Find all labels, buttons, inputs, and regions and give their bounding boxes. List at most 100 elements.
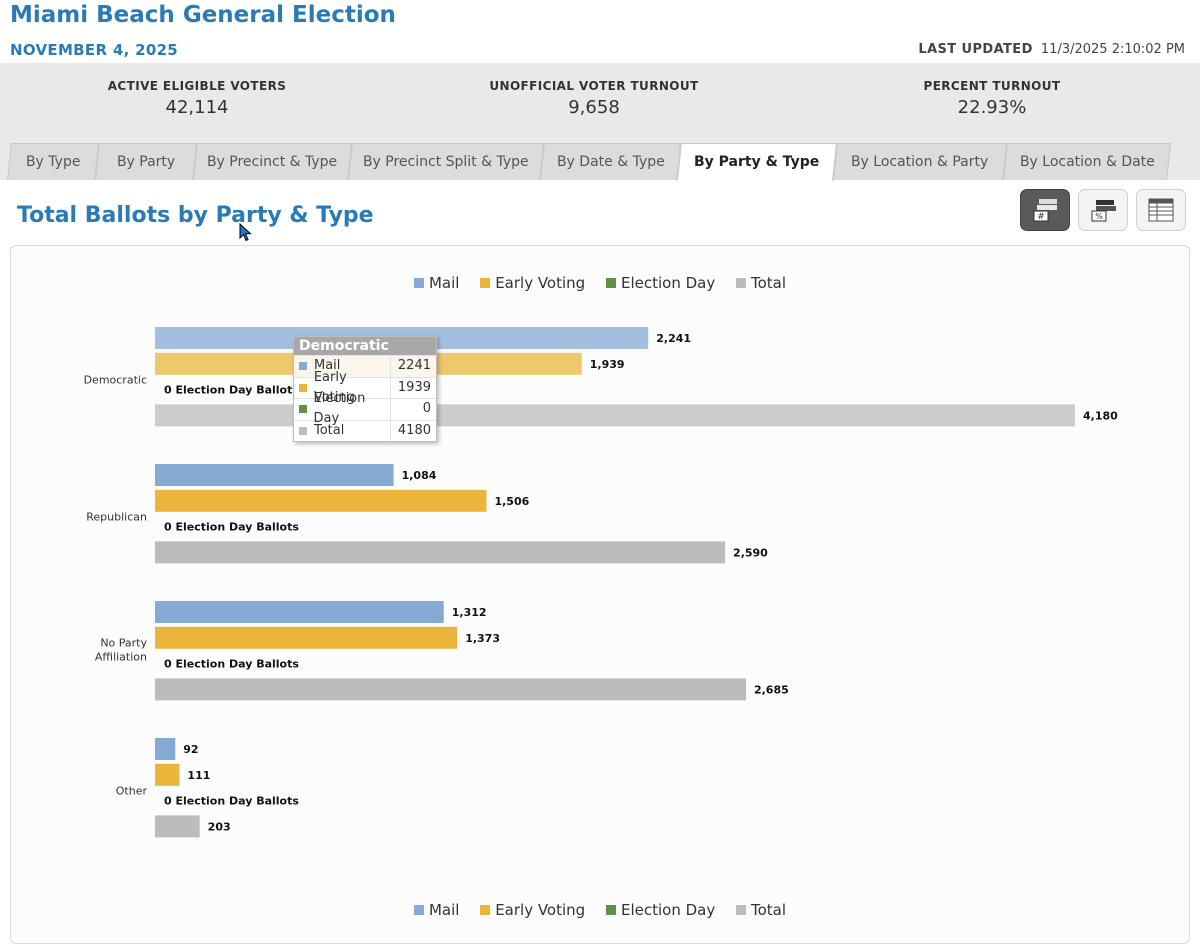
tooltip-swatch — [299, 426, 307, 435]
page-title: Miami Beach General Election — [10, 2, 396, 28]
count-view-icon: # — [1033, 199, 1057, 222]
tab-by-location-party[interactable]: By Location & Party — [833, 143, 1007, 180]
legend-label: Early Voting — [495, 274, 586, 292]
bar-value-label: 1,939 — [590, 358, 625, 371]
legend-item-early-voting[interactable]: Early Voting — [480, 274, 585, 292]
percent-view-icon: % — [1091, 200, 1116, 222]
voter-turnout-label: UNOFFICIAL VOTER TURNOUT — [489, 79, 699, 93]
tooltip-row-name: Election Day — [313, 391, 366, 427]
tab-label: By Precinct Split & Type — [363, 154, 529, 170]
tooltip-row-name: Mail — [314, 358, 341, 374]
bar-value-label: 4,180 — [1083, 409, 1118, 422]
tooltip-row-name: Total — [314, 422, 345, 438]
percent-turnout-label: PERCENT TURNOUT — [923, 79, 1061, 93]
bar-value-label: 1,312 — [452, 606, 487, 619]
tab-label: By Location & Date — [1019, 154, 1155, 170]
bar-value-label: 203 — [208, 820, 231, 833]
legend-label: Election Day — [620, 901, 716, 919]
legend-label: Total — [751, 274, 787, 292]
legend-item-total[interactable]: Total — [736, 274, 786, 292]
bar-value-label: 1,506 — [494, 495, 529, 508]
count-view-button[interactable]: # — [1020, 189, 1070, 231]
voter-turnout-value: 9,658 — [568, 97, 620, 118]
legend-label: Early Voting — [495, 901, 586, 919]
tab-by-party[interactable]: By Party — [95, 143, 197, 180]
tab-by-party-type[interactable]: By Party & Type — [677, 143, 837, 181]
legend-item-early-voting[interactable]: Early Voting — [480, 901, 585, 919]
bar-chart: Democratic 2,241 1,939 0 Election Day Ballo… — [84, 327, 1118, 838]
legend-label: Total — [751, 901, 787, 919]
category-label: No Party — [100, 637, 147, 650]
bar-total[interactable] — [155, 678, 746, 701]
bar-total[interactable] — [155, 815, 200, 838]
svg-text:#: # — [1037, 212, 1045, 222]
chart-tooltip: Democratic Mail 2241 Early Voting 1939 E… — [293, 336, 437, 442]
tab-by-precinct-type[interactable]: By Precinct & Type — [193, 143, 352, 180]
bar-value-label: 1,084 — [402, 469, 437, 482]
tab-label: By Party — [116, 154, 176, 170]
last-updated: LAST UPDATED 11/3/2025 2:10:02 PM — [918, 42, 1185, 57]
tooltip-row-total: Total 4180 — [294, 419, 436, 441]
legend-label: Election Day — [620, 274, 716, 292]
tab-label: By Date & Type — [556, 154, 665, 170]
chart-legend-top: Mail Early Voting Election Day Total — [11, 274, 1189, 292]
eligible-voters-label: ACTIVE ELIGIBLE VOTERS — [107, 79, 287, 93]
zero-value-note: 0 Election Day Ballots — [164, 658, 299, 671]
stats-band: ACTIVE ELIGIBLE VOTERS 42,114 UNOFFICIAL… — [0, 63, 1200, 181]
bar-value-label: 111 — [187, 769, 210, 782]
tab-label: By Party & Type — [694, 154, 820, 170]
svg-text:%: % — [1095, 212, 1103, 221]
last-updated-label: LAST UPDATED — [918, 42, 1033, 57]
legend-swatch-mail — [413, 905, 424, 915]
tab-by-precinct-split-type[interactable]: By Precinct Split & Type — [348, 143, 544, 180]
tooltip-row-value: 2241 — [390, 356, 436, 377]
legend-item-mail[interactable]: Mail — [413, 274, 460, 292]
election-date: NOVEMBER 4, 2025 — [10, 41, 179, 59]
tab-by-type[interactable]: By Type — [7, 143, 99, 180]
eligible-voters-stat: ACTIVE ELIGIBLE VOTERS 42,114 — [47, 79, 347, 118]
legend-item-election-day[interactable]: Election Day — [605, 274, 716, 292]
legend-item-election-day[interactable]: Election Day — [605, 901, 716, 919]
legend-swatch-election-day — [605, 278, 616, 288]
voter-turnout-stat: UNOFFICIAL VOTER TURNOUT 9,658 — [444, 79, 744, 118]
bar-mail[interactable] — [155, 601, 444, 623]
table-view-button[interactable] — [1136, 189, 1186, 231]
tooltip-swatch — [299, 405, 307, 414]
percent-turnout-stat: PERCENT TURNOUT 22.93% — [842, 79, 1142, 118]
tooltip-row-value: 1939 — [390, 377, 436, 398]
tooltip-swatch — [299, 383, 307, 392]
tooltip-row-election-day: Election Day 0 — [294, 391, 436, 426]
tooltip-row-value: 4180 — [390, 420, 436, 441]
bar-value-label: 2,685 — [754, 683, 789, 696]
bar-early-voting[interactable] — [155, 489, 487, 512]
legend-item-total[interactable]: Total — [736, 901, 786, 919]
legend-label: Mail — [428, 901, 460, 919]
last-updated-value: 11/3/2025 2:10:02 PM — [1040, 42, 1185, 57]
percent-view-button[interactable]: % — [1078, 189, 1128, 231]
bar-value-label: 1,373 — [465, 632, 500, 645]
tooltip-row-name: Early Voting — [313, 369, 355, 405]
legend-swatch-total — [736, 905, 746, 915]
legend-label: Mail — [428, 274, 460, 292]
tab-label: By Location & Party — [851, 154, 989, 170]
bar-value-label: 92 — [183, 743, 198, 756]
bar-early-voting[interactable] — [155, 626, 458, 649]
tab-by-location-date[interactable]: By Location & Date — [1003, 143, 1171, 180]
tooltip-row-value: 0 — [390, 399, 436, 420]
legend-item-mail[interactable]: Mail — [413, 901, 460, 919]
zero-value-note: 0 Election Day Ballots — [164, 795, 299, 808]
bar-total[interactable] — [155, 541, 726, 564]
zero-value-note: 0 Election Day Ballots — [164, 384, 299, 397]
legend-swatch-early-voting — [480, 278, 491, 288]
bar-value-label: 2,590 — [733, 546, 768, 559]
bar-mail[interactable] — [155, 464, 394, 486]
category-label: Other — [116, 785, 148, 798]
tab-by-date-type[interactable]: By Date & Type — [540, 143, 681, 180]
bar-value-label: 2,241 — [656, 332, 691, 345]
bar-mail[interactable] — [155, 738, 176, 760]
percent-turnout-value: 22.93% — [957, 97, 1027, 118]
bar-early-voting[interactable] — [155, 763, 180, 786]
zero-value-note: 0 Election Day Ballots — [164, 521, 299, 534]
legend-swatch-total — [736, 278, 746, 288]
tooltip-title: Democratic — [294, 337, 436, 355]
